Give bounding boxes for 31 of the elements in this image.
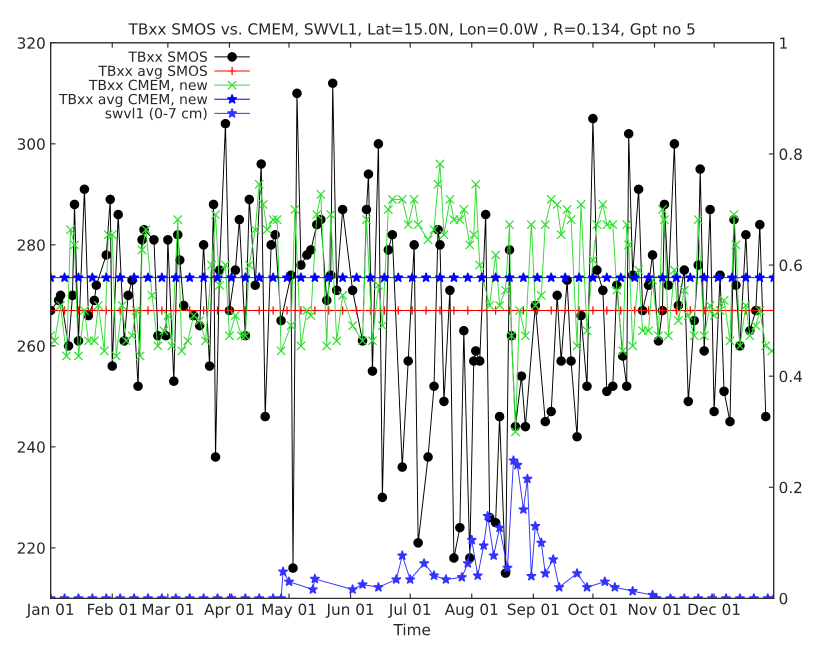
x-tick-label: Jan 01 (26, 604, 74, 618)
y-tick-label: 280 (18, 239, 45, 251)
x-tick-label: Jul 01 (388, 603, 430, 618)
legend-label: TBxx CMEM, new (88, 80, 208, 92)
legend-label: swvl1 (0-7 cm) (106, 108, 207, 120)
y-tick-label: 260 (18, 340, 45, 352)
x-tick-label: Feb 01 (88, 603, 136, 616)
y2-tick-label: 1 (780, 38, 787, 49)
legend-label: TBxx avg CMEM, new (58, 94, 208, 108)
y-tick-label: 240 (18, 441, 45, 453)
x-tick-label: Mar 01 (142, 604, 193, 616)
x-axis-title: Time (393, 624, 430, 636)
x-tick-label: Oct 01 (568, 604, 617, 616)
y2-tick-label: 0.6 (780, 260, 802, 272)
x-tick-label: Dec 01 (688, 604, 740, 616)
y-tick-label: 320 (18, 37, 45, 49)
x-tick-label: Apr 01 (204, 604, 254, 618)
y2-tick-label: 0.2 (780, 482, 802, 494)
x-tick-label: May 01 (262, 604, 316, 618)
chart-title: TBxx SMOS vs. CMEM, SWVL1, Lat=15.0N, Lon=0.0W , R=0.134, Gpt no 5 (128, 23, 694, 38)
x-tick-label: Sep 01 (508, 604, 558, 618)
x-tick-label: Jun 01 (326, 604, 374, 618)
y-tick-label: 300 (18, 138, 45, 150)
y-tick-label: 220 (18, 542, 45, 554)
legend-label: TBxx SMOS (128, 51, 208, 62)
legend-label: TBxx avg SMOS (98, 66, 208, 79)
x-tick-label: Aug 01 (444, 604, 498, 618)
y2-tick-label: 0 (780, 592, 788, 604)
y2-tick-label: 0.4 (780, 370, 802, 382)
x-tick-label: Nov 01 (628, 604, 680, 616)
y2-tick-label: 0.8 (780, 148, 802, 160)
